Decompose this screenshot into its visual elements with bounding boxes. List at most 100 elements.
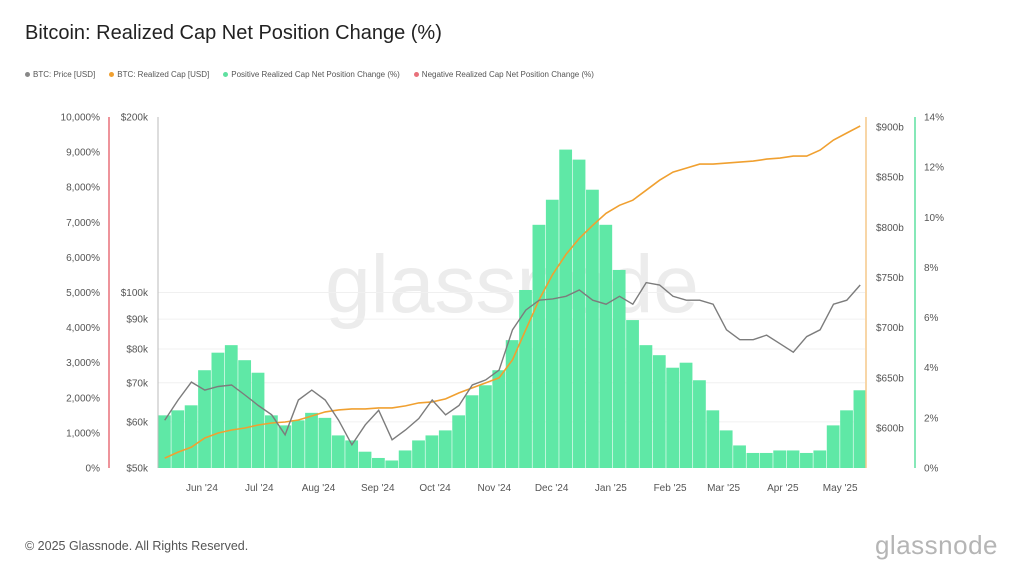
positive-change-bar [265, 415, 278, 468]
negative-pct-tick-label: 7,000% [66, 218, 100, 229]
positive-change-bar [158, 415, 171, 468]
price-tick-label: $80k [126, 344, 149, 355]
negative-pct-tick-label: 4,000% [66, 323, 100, 334]
legend-item-positive[interactable]: Positive Realized Cap Net Position Chang… [223, 70, 400, 79]
x-tick-label: Apr '25 [767, 483, 799, 494]
positive-change-bar [532, 224, 546, 468]
positive-pct-tick-label: 8% [924, 263, 939, 274]
positive-change-bar [224, 345, 238, 468]
x-tick-label: May '25 [823, 483, 858, 494]
positive-change-bar [251, 372, 265, 468]
positive-change-bar [305, 412, 318, 468]
positive-change-bar [412, 440, 425, 468]
positive-change-bar [639, 345, 653, 468]
positive-change-bar [238, 360, 252, 468]
x-tick-label: Jan '25 [595, 483, 627, 494]
legend: BTC: Price [USD] BTC: Realized Cap [USD]… [25, 70, 594, 79]
positive-change-bar [184, 405, 198, 468]
price-tick-label: $200k [121, 113, 149, 124]
legend-label: Positive Realized Cap Net Position Chang… [231, 70, 400, 79]
positive-pct-tick-label: 4% [924, 363, 939, 374]
legend-dot-icon [25, 72, 30, 78]
realized-cap-tick-label: $800b [876, 223, 904, 234]
positive-change-bar [759, 452, 773, 468]
positive-change-bar [171, 410, 185, 468]
positive-pct-tick-label: 6% [924, 313, 939, 324]
price-tick-label: $90k [126, 315, 149, 326]
positive-change-bar [853, 390, 867, 468]
legend-label: BTC: Price [USD] [33, 70, 96, 79]
positive-change-bar [599, 224, 613, 468]
positive-change-bar [572, 159, 586, 468]
legend-item-realized-cap[interactable]: BTC: Realized Cap [USD] [109, 70, 209, 79]
positive-change-bar [291, 420, 305, 468]
positive-change-bar [492, 370, 506, 468]
positive-change-bar [840, 410, 853, 468]
negative-pct-tick-label: 9,000% [66, 148, 100, 159]
realized-cap-tick-label: $700b [876, 323, 904, 334]
price-line [164, 281, 861, 447]
realized-cap-tick-label: $750b [876, 273, 904, 284]
positive-change-bar [385, 460, 399, 468]
x-tick-label: Dec '24 [535, 483, 569, 494]
realized-cap-tick-label: $650b [876, 373, 904, 384]
x-tick-label: Oct '24 [419, 483, 451, 494]
positive-change-bar [479, 385, 492, 468]
positive-change-bar [398, 450, 412, 468]
realized-cap-tick-label: $900b [876, 123, 904, 134]
negative-pct-tick-label: 5,000% [66, 288, 100, 299]
legend-label: Negative Realized Cap Net Position Chang… [421, 70, 594, 79]
positive-change-bar [800, 452, 813, 468]
positive-change-bar [733, 445, 746, 468]
negative-pct-tick-label: 6,000% [66, 253, 100, 264]
negative-pct-tick-label: 3,000% [66, 358, 100, 369]
positive-change-bar [746, 452, 760, 468]
realized-cap-tick-label: $850b [876, 173, 904, 184]
positive-change-bar [813, 450, 827, 468]
positive-change-bar [693, 380, 706, 468]
positive-pct-tick-label: 12% [924, 163, 944, 174]
positive-change-bar [612, 269, 626, 468]
legend-dot-icon [109, 72, 115, 78]
positive-change-bar [318, 417, 332, 468]
positive-pct-tick-label: 2% [924, 413, 939, 424]
positive-pct-tick-label: 0% [924, 464, 939, 475]
glassnode-logo: glassnode [874, 530, 998, 560]
positive-change-bar [452, 415, 466, 468]
positive-change-bar [826, 425, 840, 468]
copyright: © 2025 Glassnode. All Rights Reserved. [25, 539, 249, 553]
realized-cap-line [164, 125, 861, 459]
price-tick-label: $50k [126, 464, 149, 475]
legend-item-price[interactable]: BTC: Price [USD] [25, 70, 95, 79]
positive-change-bar [372, 457, 385, 468]
positive-pct-tick-label: 10% [924, 213, 944, 224]
positive-change-bar [586, 189, 599, 468]
negative-pct-tick-label: 10,000% [61, 113, 101, 124]
positive-change-bar [211, 352, 225, 468]
positive-change-bar [519, 289, 532, 468]
negative-pct-tick-label: 0% [86, 464, 101, 475]
positive-change-bar [706, 410, 720, 468]
chart-title: Bitcoin: Realized Cap Net Position Chang… [25, 22, 442, 44]
positive-change-bar [425, 435, 439, 468]
negative-pct-tick-label: 8,000% [66, 183, 100, 194]
x-tick-label: Aug '24 [302, 483, 336, 494]
negative-pct-tick-label: 1,000% [66, 428, 100, 439]
positive-change-bar [719, 430, 733, 468]
legend-item-negative[interactable]: Negative Realized Cap Net Position Chang… [413, 70, 594, 79]
positive-change-bar [278, 425, 292, 468]
positive-change-bar [465, 395, 479, 468]
legend-dot-icon [413, 72, 419, 78]
positive-change-bar [626, 320, 639, 468]
price-tick-label: $70k [126, 378, 149, 389]
positive-change-bar [198, 370, 211, 468]
positive-change-bar [773, 450, 787, 468]
positive-change-bar [345, 440, 359, 468]
x-tick-label: Sep '24 [361, 483, 395, 494]
x-tick-label: Jul '24 [245, 483, 274, 494]
watermark: glassnode [325, 239, 699, 330]
positive-change-bar [679, 362, 693, 468]
x-tick-label: Mar '25 [707, 483, 740, 494]
price-tick-label: $60k [126, 417, 149, 428]
